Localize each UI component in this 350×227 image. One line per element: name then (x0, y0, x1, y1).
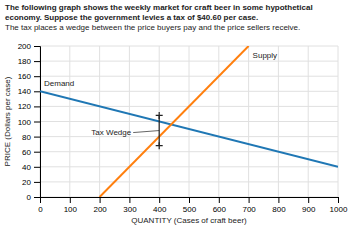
tick-mark (338, 197, 339, 203)
tick-label: 100 (64, 205, 78, 214)
tick-label: 0 (38, 205, 43, 214)
series-label: Demand (44, 79, 74, 88)
tick: 100 (64, 197, 78, 214)
annotation: Tax Wedge (91, 128, 131, 137)
tick: 60 (22, 148, 40, 157)
tick: 80 (22, 133, 40, 142)
wedge-end (156, 142, 163, 149)
wedge-end (156, 112, 163, 119)
tick-label: 400 (153, 205, 167, 214)
tick: 200 (18, 42, 40, 51)
tick: 0 (27, 193, 40, 202)
tick-mark (308, 197, 309, 203)
tick-mark (34, 137, 40, 138)
tick-label: 60 (22, 148, 31, 157)
tick-label: 0 (27, 193, 32, 202)
grid-line (40, 181, 338, 182)
tick: 160 (18, 72, 40, 81)
tick-mark (34, 197, 40, 198)
tick: 20 (22, 178, 40, 187)
grid-line (40, 121, 338, 122)
tick-label: 900 (302, 205, 316, 214)
tick: 120 (18, 102, 40, 111)
y-axis-title: PRICE (Dollars per case) (3, 76, 12, 166)
tick-label: 1000 (330, 205, 348, 214)
tick: 200 (93, 197, 107, 214)
tick-label: 40 (22, 163, 31, 172)
grid-line (40, 136, 338, 137)
tick-mark (34, 61, 40, 62)
tick: 800 (272, 197, 286, 214)
grid-line (40, 91, 338, 92)
chart: The following graph shows the weekly mar… (0, 0, 350, 227)
labels: Demand Supply Tax Wedge (44, 51, 277, 137)
tick: 40 (22, 163, 40, 172)
tick-mark (129, 197, 130, 203)
grid-line (40, 61, 338, 62)
tick-mark (34, 152, 40, 153)
tick-mark (100, 197, 101, 203)
series-label: Supply (253, 51, 277, 60)
tick: 180 (18, 57, 40, 66)
tick-label: 800 (272, 205, 286, 214)
tick-label: 600 (213, 205, 227, 214)
series-line (100, 46, 249, 197)
tick-mark (249, 197, 250, 203)
plot: 0 100 200 300 400 500 600 700 800 900 1000 0 20 40 60 8… (3, 42, 348, 225)
x-axis: 0 100 200 300 400 500 600 700 800 900 1000 (38, 197, 348, 214)
tick-label: 200 (93, 205, 107, 214)
subtitle: The tax places a wedge between the price… (5, 23, 300, 32)
tick-mark (34, 46, 40, 47)
tick: 1000 (330, 197, 348, 214)
tick-label: 200 (18, 42, 32, 51)
tick-label: 180 (18, 57, 32, 66)
tick: 900 (302, 197, 316, 214)
axis-line (41, 198, 339, 204)
tick: 100 (18, 118, 40, 127)
tick-mark (159, 197, 160, 203)
tick-mark (34, 91, 40, 92)
tick-label: 100 (18, 118, 32, 127)
grid-line (40, 76, 338, 77)
tick-mark (34, 167, 40, 168)
tick-mark (70, 197, 71, 203)
tick: 600 (213, 197, 227, 214)
tick-label: 120 (18, 102, 32, 111)
tick-mark (34, 106, 40, 107)
title: The following graph shows the weekly mar… (5, 3, 313, 22)
tick-mark (34, 122, 40, 123)
axis-line (34, 47, 41, 198)
tick: 0 (38, 197, 43, 214)
tick-mark (278, 197, 279, 203)
tick-label: 20 (22, 178, 31, 187)
tick: 700 (242, 197, 256, 214)
tick-label: 80 (22, 133, 31, 142)
tick-mark (189, 197, 190, 203)
grid-line (159, 46, 160, 197)
tick-label: 500 (183, 205, 197, 214)
x-axis-title: QUANTITY (Cases of craft beer) (131, 216, 247, 225)
annotation-leader (133, 131, 159, 133)
grid-line (40, 46, 338, 47)
tick: 140 (18, 87, 40, 96)
grid-line (40, 151, 338, 152)
tick-label: 140 (18, 87, 32, 96)
grid-line (40, 166, 338, 167)
series-line (40, 91, 338, 167)
tick: 400 (153, 197, 167, 214)
tick-label: 700 (242, 205, 256, 214)
tick-mark (219, 197, 220, 203)
tick: 500 (183, 197, 197, 214)
grid (40, 46, 338, 197)
tick-label: 160 (18, 72, 32, 81)
tick-label: 300 (123, 205, 137, 214)
marks (40, 46, 338, 197)
y-axis: 0 20 40 60 80 100 120 140 160 180 200 (18, 42, 41, 202)
tick: 300 (123, 197, 137, 214)
tick-mark (34, 76, 40, 77)
tick-mark (34, 182, 40, 183)
